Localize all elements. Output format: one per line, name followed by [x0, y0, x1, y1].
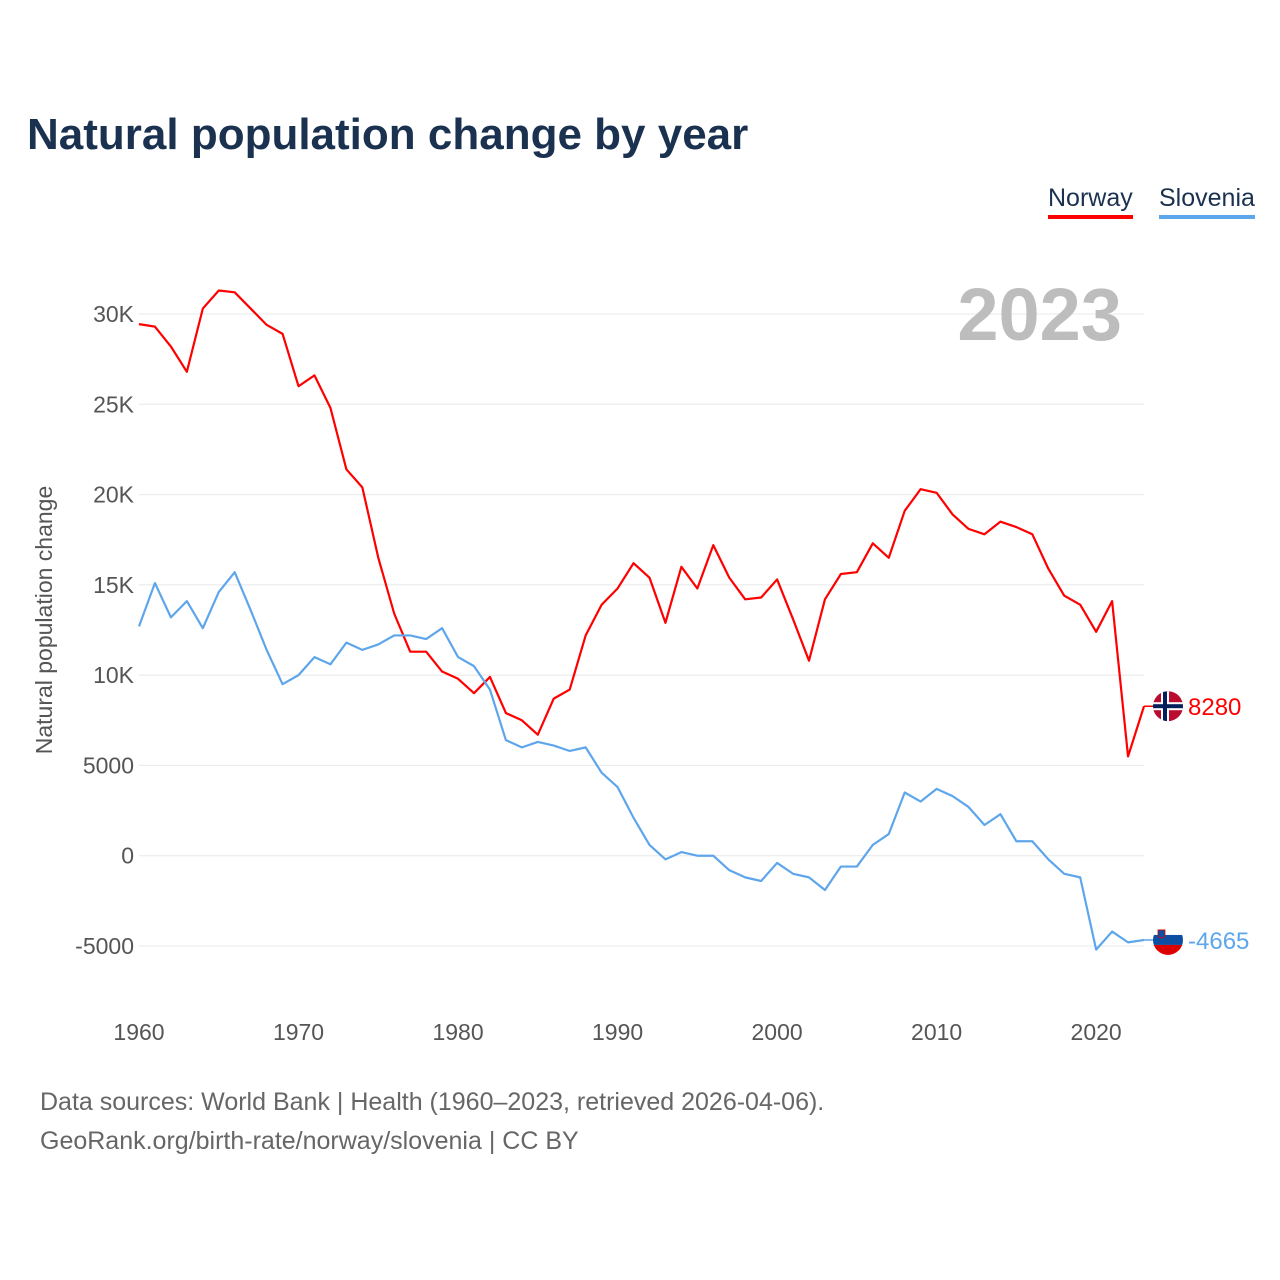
x-tick-label: 2000 [752, 1019, 803, 1045]
x-tick-label: 1960 [113, 1019, 164, 1045]
y-axis-label: Natural population change [31, 486, 57, 755]
y-tick-label: 10K [93, 662, 135, 688]
footer-credit: GeoRank.org/birth-rate/norway/slovenia |… [40, 1127, 579, 1155]
series-line-norway [138, 289, 1146, 758]
y-tick-label: 30K [93, 301, 135, 327]
x-tick-label: 2020 [1071, 1019, 1122, 1045]
x-tick-label: 2010 [911, 1019, 962, 1045]
end-value-label: 8280 [1188, 694, 1241, 721]
footer-source: Data sources: World Bank | Health (1960–… [40, 1088, 825, 1116]
slovenia-flag-icon [1153, 924, 1183, 955]
y-tick-label: 5000 [83, 752, 134, 778]
y-tick-label: 0 [121, 843, 134, 869]
legend-slovenia[interactable]: Slovenia [1159, 184, 1255, 219]
year-label: 2023 [957, 273, 1122, 356]
y-tick-label: -5000 [75, 933, 134, 959]
norway-flag-icon [1153, 691, 1183, 722]
y-tick-label: 20K [93, 482, 135, 508]
y-tick-label: 15K [93, 572, 135, 598]
x-tick-label: 1970 [273, 1019, 324, 1045]
series-line-slovenia [137, 571, 1145, 951]
end-value-label: -4665 [1188, 928, 1249, 955]
x-tick-label: 1990 [592, 1019, 643, 1045]
y-tick-label: 25K [93, 391, 135, 417]
chart-title: Natural population change by year [27, 110, 749, 159]
legend-norway[interactable]: Norway [1048, 184, 1133, 219]
x-tick-label: 1980 [432, 1019, 483, 1045]
